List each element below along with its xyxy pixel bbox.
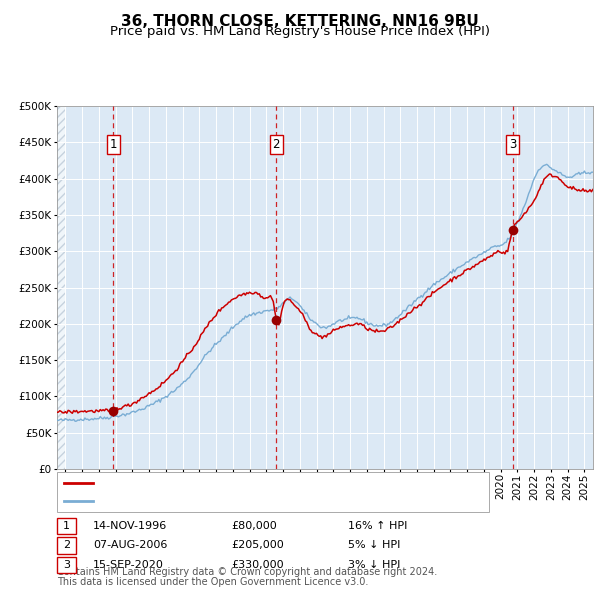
Text: 2: 2 — [63, 540, 70, 550]
Text: 16% ↑ HPI: 16% ↑ HPI — [348, 521, 407, 531]
Text: £205,000: £205,000 — [231, 540, 284, 550]
Text: 3% ↓ HPI: 3% ↓ HPI — [348, 560, 400, 570]
Text: 36, THORN CLOSE, KETTERING, NN16 9BU: 36, THORN CLOSE, KETTERING, NN16 9BU — [121, 14, 479, 28]
Text: £330,000: £330,000 — [231, 560, 284, 570]
Text: 5% ↓ HPI: 5% ↓ HPI — [348, 540, 400, 550]
Bar — [57, 106, 65, 469]
Text: 3: 3 — [63, 560, 70, 570]
Text: 1: 1 — [63, 521, 70, 531]
Text: 1: 1 — [110, 138, 117, 151]
Text: Price paid vs. HM Land Registry's House Price Index (HPI): Price paid vs. HM Land Registry's House … — [110, 25, 490, 38]
Text: 2: 2 — [272, 138, 280, 151]
Text: HPI: Average price, detached house, North Northamptonshire: HPI: Average price, detached house, Nort… — [96, 496, 439, 506]
Text: 14-NOV-1996: 14-NOV-1996 — [93, 521, 167, 531]
Text: 3: 3 — [509, 138, 516, 151]
Text: 07-AUG-2006: 07-AUG-2006 — [93, 540, 167, 550]
Text: 36, THORN CLOSE, KETTERING, NN16 9BU (detached house): 36, THORN CLOSE, KETTERING, NN16 9BU (de… — [96, 478, 433, 488]
Text: 15-SEP-2020: 15-SEP-2020 — [93, 560, 164, 570]
Text: £80,000: £80,000 — [231, 521, 277, 531]
Text: Contains HM Land Registry data © Crown copyright and database right 2024.: Contains HM Land Registry data © Crown c… — [57, 567, 437, 577]
Text: This data is licensed under the Open Government Licence v3.0.: This data is licensed under the Open Gov… — [57, 577, 368, 587]
